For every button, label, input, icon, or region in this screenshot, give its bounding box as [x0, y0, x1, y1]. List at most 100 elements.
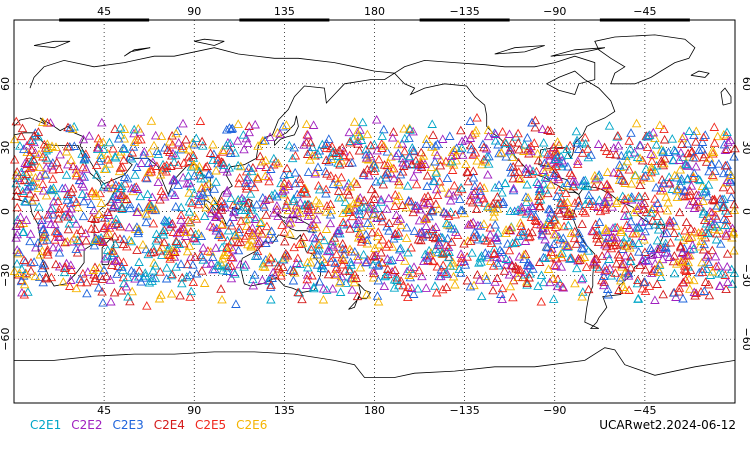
observation-marker	[654, 203, 665, 213]
observation-marker	[578, 243, 588, 253]
observation-marker	[303, 203, 313, 213]
observation-marker	[491, 232, 501, 241]
observation-marker	[682, 191, 693, 200]
observation-marker	[31, 242, 41, 252]
observation-marker	[620, 240, 631, 250]
observation-marker	[119, 124, 130, 133]
observation-marker	[264, 257, 274, 267]
observation-marker	[40, 170, 51, 179]
observation-marker	[395, 169, 406, 179]
observation-marker	[251, 199, 262, 209]
observation-marker	[115, 149, 125, 159]
observation-marker	[490, 129, 501, 138]
observation-marker	[658, 147, 668, 157]
observation-marker	[79, 153, 90, 163]
observation-marker	[472, 269, 483, 279]
observation-marker	[226, 124, 237, 134]
observation-marker	[217, 232, 227, 242]
observation-marker	[448, 257, 458, 267]
observation-marker	[565, 140, 575, 150]
observation-marker	[707, 266, 718, 276]
observation-marker	[620, 203, 630, 213]
observation-marker	[723, 208, 733, 217]
observation-marker	[118, 143, 128, 153]
observation-marker	[311, 222, 321, 232]
observation-marker	[472, 155, 482, 165]
observation-marker	[146, 116, 157, 125]
observation-marker	[718, 182, 729, 192]
observation-marker	[419, 192, 430, 202]
observation-marker	[17, 123, 28, 133]
observation-marker	[166, 288, 177, 298]
observation-marker	[473, 220, 483, 230]
observation-marker	[241, 214, 252, 224]
observation-marker	[244, 127, 254, 137]
observation-marker	[254, 225, 265, 234]
observation-marker	[729, 151, 739, 161]
observation-marker	[345, 224, 355, 233]
observation-marker	[130, 170, 140, 179]
observation-marker	[234, 173, 245, 182]
observation-marker	[362, 164, 373, 174]
observation-marker	[541, 225, 552, 235]
observation-marker	[150, 260, 161, 270]
observation-marker	[574, 228, 584, 238]
observation-marker	[541, 241, 552, 251]
observation-marker	[624, 149, 635, 159]
observation-marker	[501, 254, 512, 263]
observation-marker	[432, 261, 443, 271]
observation-marker	[110, 191, 120, 201]
observation-marker	[661, 192, 671, 201]
observation-marker	[534, 184, 545, 194]
observation-marker	[64, 218, 75, 228]
observation-marker	[326, 256, 336, 266]
observation-marker	[606, 232, 617, 242]
legend-item-c2e4: C2E4	[153, 418, 185, 432]
observation-marker	[643, 256, 653, 265]
observation-marker	[326, 240, 336, 249]
observation-marker	[136, 276, 146, 286]
observation-marker	[282, 163, 292, 173]
observation-marker	[369, 209, 380, 219]
observation-marker	[265, 132, 275, 141]
observation-marker	[204, 179, 214, 188]
observation-marker	[242, 138, 253, 147]
observation-marker	[576, 243, 587, 252]
observation-marker	[314, 276, 325, 286]
observation-marker	[100, 221, 110, 231]
coastline-0	[13, 47, 396, 210]
observation-marker	[650, 166, 660, 175]
observation-marker	[529, 138, 540, 147]
observation-marker	[481, 143, 492, 153]
observation-marker	[586, 150, 596, 159]
observation-marker	[288, 266, 299, 275]
observation-marker	[431, 244, 441, 253]
observation-marker	[115, 221, 126, 231]
observation-marker	[515, 218, 526, 227]
observation-marker	[219, 198, 230, 208]
observation-marker	[224, 123, 235, 132]
observation-marker	[726, 192, 737, 202]
observation-marker	[231, 299, 241, 308]
observation-marker	[281, 202, 291, 212]
observation-marker	[533, 281, 543, 290]
observation-marker	[437, 247, 447, 257]
observation-marker	[626, 262, 636, 272]
observation-marker	[572, 138, 582, 147]
observation-marker	[552, 137, 563, 146]
observation-marker	[532, 177, 542, 186]
observation-marker	[534, 191, 544, 200]
observation-marker	[38, 224, 48, 234]
observation-marker	[426, 205, 436, 215]
observation-marker	[584, 190, 594, 200]
observation-marker	[88, 265, 99, 274]
observation-marker	[700, 227, 711, 237]
observation-marker	[681, 249, 691, 259]
observation-marker	[478, 233, 488, 242]
observation-marker	[626, 128, 636, 137]
observation-marker	[349, 277, 360, 287]
observation-marker	[167, 130, 177, 140]
coastline-18	[494, 45, 545, 55]
observation-marker	[281, 120, 292, 129]
observation-marker	[550, 154, 561, 164]
